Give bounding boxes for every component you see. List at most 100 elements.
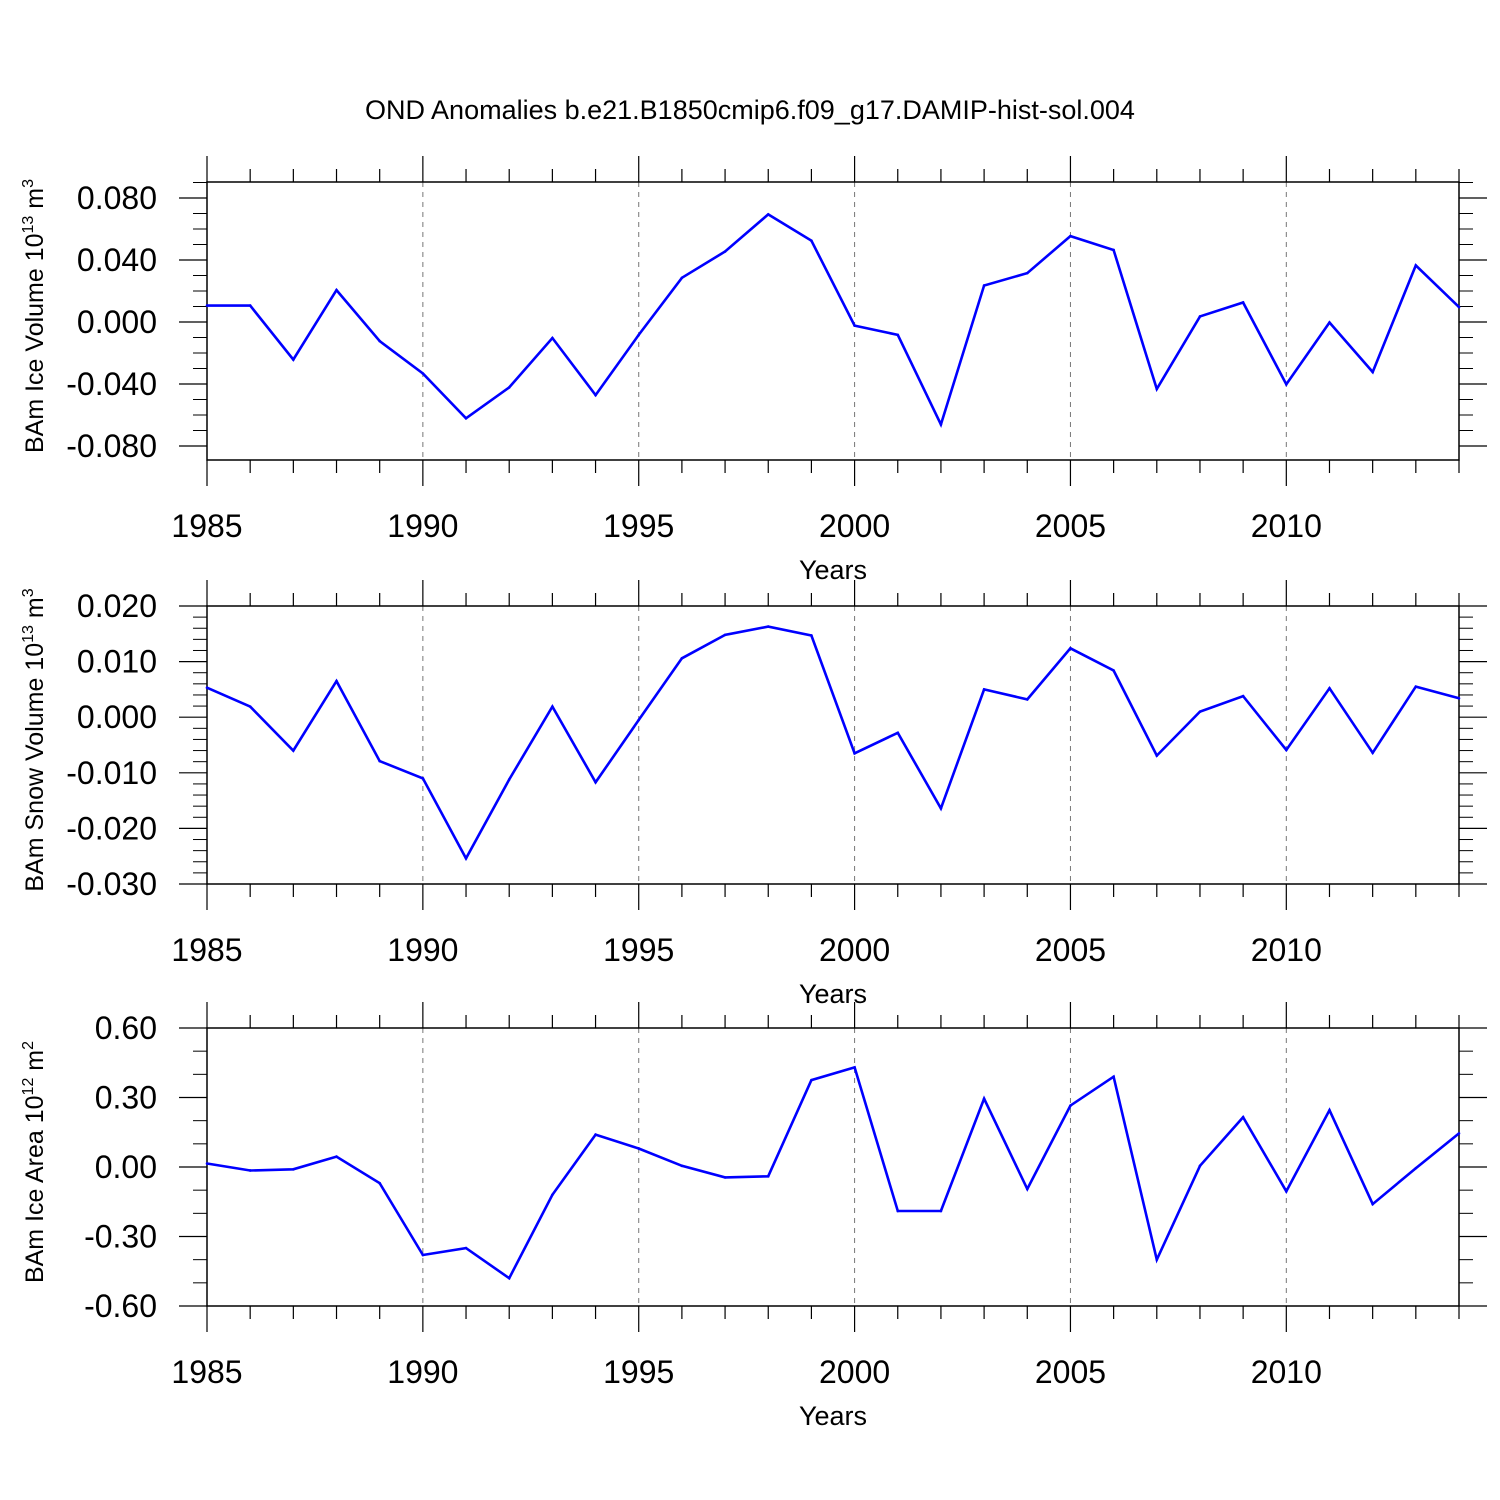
x-tick-label: 2000 (819, 932, 890, 968)
data-point (1414, 264, 1418, 267)
x-tick-label: 2005 (1035, 508, 1106, 544)
data-point (1025, 698, 1029, 701)
data-point (1241, 301, 1245, 304)
data-point (637, 333, 641, 337)
data-point (1328, 686, 1331, 690)
x-tick-label: 1995 (603, 932, 674, 968)
data-point (896, 333, 900, 337)
y-tick-label: -0.080 (66, 428, 157, 464)
data-point (1371, 751, 1374, 755)
data-point (810, 634, 813, 637)
data-point (205, 686, 209, 690)
x-tick-label: 1990 (387, 1354, 458, 1390)
y-tick-label: 0.040 (77, 242, 157, 278)
series-line (206, 625, 1460, 862)
data-point (1241, 694, 1245, 698)
x-tick-label: 1990 (387, 508, 458, 544)
data-point (982, 1097, 986, 1100)
data-point (939, 423, 943, 426)
data-point (205, 1162, 209, 1165)
data-point (1457, 305, 1461, 309)
y-axis-label-part: m (21, 597, 49, 625)
data-point (1112, 248, 1115, 252)
plot-frame (206, 181, 1460, 461)
data-point (464, 1246, 468, 1250)
data-point (1414, 685, 1418, 688)
data-point (292, 749, 295, 752)
y-tick-label: -0.30 (84, 1219, 157, 1255)
data-point (1112, 669, 1115, 672)
y-tick-label: -0.010 (66, 755, 157, 791)
data-point (292, 358, 295, 361)
x-tick-label: 2000 (819, 508, 890, 544)
x-axis-label: Years (799, 979, 867, 1009)
data-point (1198, 710, 1202, 713)
y-axis-label-part: m (21, 188, 49, 216)
y-tick-label: 0.000 (77, 304, 157, 340)
data-point (551, 1193, 554, 1197)
data-point (378, 339, 381, 343)
data-point (551, 705, 554, 708)
panel-2: 1985 1990 1995 2000 2005 2010 Years 0.020 0.010 0… (20, 580, 1487, 1009)
data-point (248, 1169, 252, 1172)
data-point (1457, 696, 1461, 700)
data-point (421, 372, 425, 375)
data-point (1285, 383, 1288, 386)
x-axis-label: Years (799, 1401, 867, 1431)
y-axis-label-part: BAm Snow Volume 10 (21, 643, 49, 892)
data-point (551, 336, 554, 340)
data-point (1155, 1258, 1159, 1261)
x-tick-label: 2010 (1251, 932, 1322, 968)
y-axis-label-part: 13 (20, 216, 37, 234)
data-point (1241, 1115, 1245, 1119)
x-tick-label: 1995 (603, 1354, 674, 1390)
data-point (248, 705, 252, 708)
data-point (939, 807, 943, 810)
x-tick-label: 2010 (1251, 508, 1322, 544)
y-axis-label-part: m (21, 1050, 49, 1078)
data-point (982, 688, 986, 691)
data-point (1371, 370, 1374, 374)
data-point (1198, 1164, 1202, 1168)
data-point (637, 718, 641, 722)
data-point (335, 679, 338, 683)
y-tick-label: 0.30 (95, 1080, 157, 1116)
data-point (464, 417, 468, 420)
data-point (1025, 271, 1029, 275)
data-point (766, 213, 770, 216)
y-axis-label-part: 2 (20, 1041, 37, 1050)
y-axis-label-part: BAm Ice Area 10 (21, 1095, 49, 1283)
data-point (1069, 1104, 1072, 1107)
y-axis-label-part: BAm Ice Volume 10 (21, 233, 49, 453)
x-tick-label: 1990 (387, 932, 458, 968)
x-tick-label: 1985 (171, 932, 242, 968)
y-tick-label: 0.080 (77, 180, 157, 216)
data-point (853, 752, 856, 755)
data-point (810, 1078, 813, 1082)
x-tick-label: 2000 (819, 1354, 890, 1390)
data-point (853, 1066, 856, 1069)
data-point (507, 778, 511, 781)
data-point (594, 393, 597, 397)
data-point (507, 386, 511, 389)
data-point (896, 1209, 900, 1213)
x-tick-label: 2005 (1035, 932, 1106, 968)
y-axis-label-part: 3 (20, 179, 37, 188)
x-tick-label: 2005 (1035, 1354, 1106, 1390)
x-tick-label: 1985 (171, 1354, 242, 1390)
data-point (1155, 754, 1159, 757)
data-point (853, 324, 856, 327)
y-tick-label: -0.030 (66, 866, 157, 902)
data-point (680, 1164, 684, 1168)
data-point (810, 239, 813, 242)
data-point (723, 1176, 727, 1179)
figure-title: OND Anomalies b.e21.B1850cmip6.f09_g17.D… (365, 95, 1135, 125)
data-point (335, 1155, 338, 1158)
data-point (1155, 387, 1159, 391)
data-point (982, 284, 986, 287)
data-point (766, 625, 770, 628)
data-point (335, 288, 338, 292)
series-line (207, 212, 1460, 429)
y-tick-label: 0.000 (77, 699, 157, 735)
